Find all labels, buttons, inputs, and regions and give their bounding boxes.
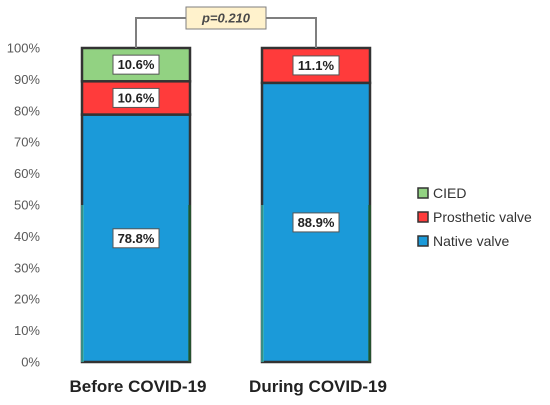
data-label: 11.1% [298, 58, 335, 73]
bar-edge-accent [368, 205, 371, 362]
y-tick-label: 30% [14, 260, 40, 275]
y-tick-label: 70% [14, 135, 40, 150]
legend: CIED Prosthetic valve Native valve [417, 185, 532, 249]
y-tick-label: 90% [14, 72, 40, 87]
p-value-box [185, 6, 267, 30]
y-tick-label: 100% [7, 41, 41, 56]
data-label: 78.8% [118, 231, 155, 246]
y-tick-label: 60% [14, 166, 40, 181]
data-label: 10.6% [118, 90, 155, 105]
data-label: 10.6% [118, 57, 155, 72]
y-tick-label: 20% [14, 292, 40, 307]
legend-label-prosthetic-valve: Prosthetic valve [433, 209, 532, 225]
data-label-box [292, 212, 340, 233]
legend-swatch-prosthetic-valve [417, 211, 429, 223]
y-tick-label: 50% [14, 198, 40, 213]
data-label-box [292, 55, 340, 76]
y-tick-label: 80% [14, 103, 40, 118]
significance-bracket: p=0.210 [135, 6, 317, 48]
data-label-box [112, 87, 160, 108]
p-value-label: p=0.210 [201, 11, 251, 26]
y-tick-label: 10% [14, 323, 40, 338]
bar-edge-accent [81, 205, 84, 362]
legend-swatch-native-valve [417, 235, 429, 247]
legend-swatch-cied [417, 187, 429, 199]
data-label: 88.9% [298, 215, 335, 230]
legend-label-cied: CIED [433, 185, 466, 201]
bar-edge-accent [261, 205, 264, 362]
x-category-label: Before COVID-19 [70, 377, 207, 396]
legend-label-native-valve: Native valve [433, 233, 509, 249]
data-label-box [112, 54, 160, 75]
data-label-box [112, 228, 160, 249]
y-axis: 0% 10% 20% 30% 40% 50% 60% 70% 80% 90% 100% [7, 41, 41, 370]
x-category-label: During COVID-19 [249, 377, 387, 396]
y-tick-label: 0% [21, 355, 40, 370]
y-tick-label: 40% [14, 229, 40, 244]
bar-edge-accent [188, 205, 191, 362]
x-axis: Before COVID-19 During COVID-19 [70, 377, 387, 396]
data-labels-layer: 78.8% 10.6% 10.6% 88.9% 11.1% [112, 54, 340, 249]
